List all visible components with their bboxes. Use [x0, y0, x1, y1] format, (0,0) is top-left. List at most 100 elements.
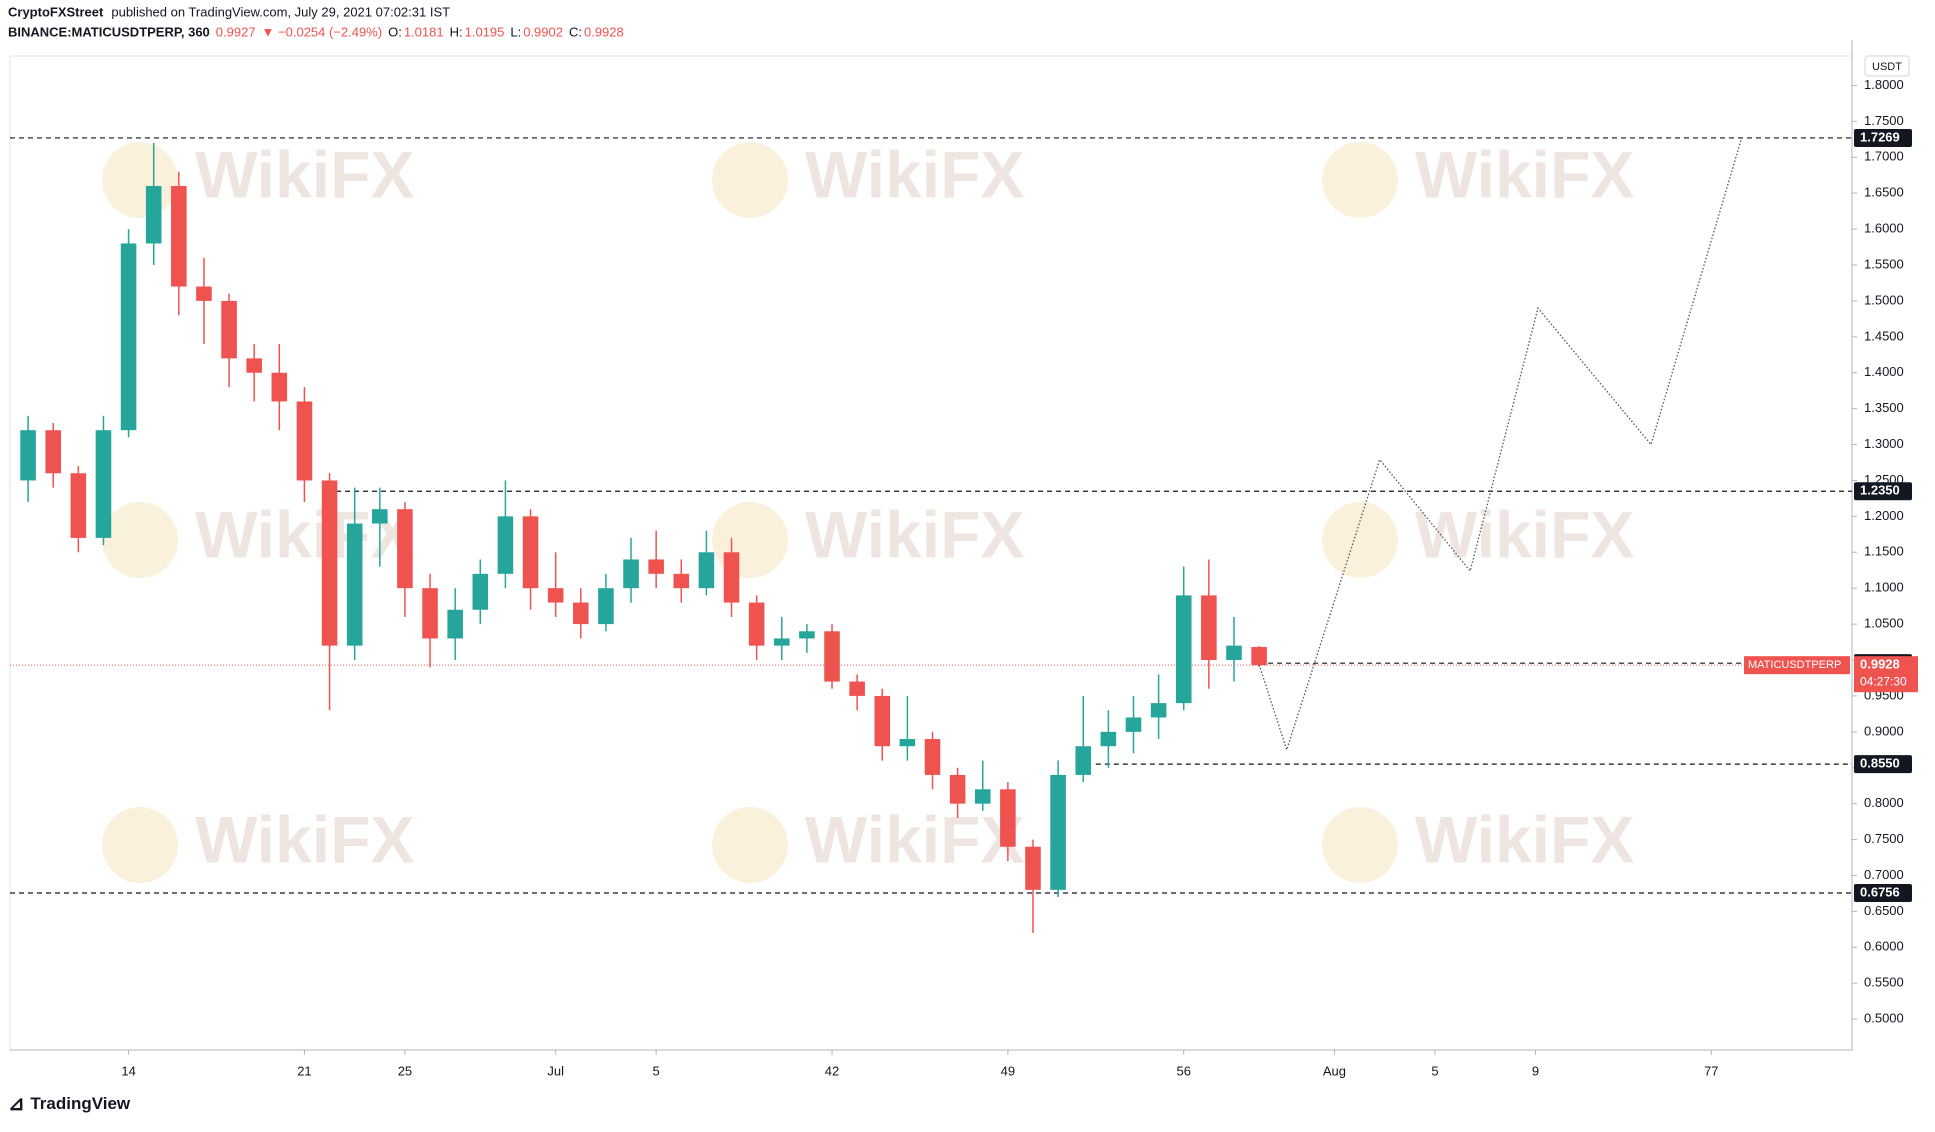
footer-logo: ⊿ TradingView	[8, 1093, 131, 1115]
candle-body	[246, 358, 262, 373]
watermark: WikiFX	[1415, 497, 1634, 571]
price-box	[1854, 656, 1918, 693]
y-tick-label: 0.7500	[1864, 831, 1904, 846]
price-label: 0.9928	[1860, 657, 1900, 672]
candle-body	[95, 430, 112, 538]
x-tick-label: 5	[1431, 1063, 1438, 1078]
candle-body	[698, 552, 715, 589]
y-tick-label: 0.6000	[1864, 939, 1904, 954]
x-tick-label: 5	[653, 1063, 660, 1078]
header-field: C:	[569, 24, 582, 39]
candle-body	[799, 631, 815, 639]
watermark-icon	[712, 142, 788, 218]
candle-body	[1125, 717, 1142, 732]
symbol-box	[1744, 656, 1850, 675]
candle-body	[45, 430, 61, 474]
author: CryptoFXStreet	[8, 4, 104, 19]
watermark-icon	[712, 502, 788, 578]
candle-body	[296, 401, 313, 481]
x-tick-label: 14	[121, 1063, 135, 1078]
candle-body	[1175, 595, 1192, 704]
y-tick-label: 1.3500	[1864, 400, 1904, 415]
y-tick-label: 1.5000	[1864, 292, 1904, 307]
candle-body	[346, 523, 363, 646]
header-field: 1.0181	[404, 24, 444, 39]
level-label-box	[1854, 128, 1912, 147]
candle-body	[70, 473, 87, 538]
candle-body	[598, 588, 614, 625]
candle-body	[522, 516, 539, 589]
footer-text: TradingView	[30, 1094, 131, 1113]
candle-body	[145, 185, 162, 244]
y-tick-label: 1.6000	[1864, 221, 1904, 236]
candle-body	[673, 573, 690, 589]
level-label-box	[1854, 883, 1912, 902]
candle-body	[849, 681, 865, 696]
watermark: WikiFX	[805, 137, 1024, 211]
candle-body	[1251, 647, 1267, 666]
y-tick-label: 1.0500	[1864, 616, 1904, 631]
candle-body	[1100, 731, 1117, 747]
watermark: WikiFX	[805, 802, 1024, 876]
y-tick-label: 1.8000	[1864, 77, 1904, 92]
x-tick-label: Aug	[1323, 1063, 1346, 1078]
candle-body	[874, 695, 891, 747]
x-tick-label: 21	[297, 1063, 311, 1078]
level-label-box	[1854, 755, 1912, 774]
watermark-icon	[1322, 502, 1398, 578]
candle-body	[1000, 789, 1016, 847]
candle-body	[472, 573, 489, 610]
candle-body	[447, 609, 463, 639]
symbol-label: MATICUSDTPERP	[1748, 659, 1841, 671]
candle-body	[120, 243, 137, 431]
y-tick-label: 1.2000	[1864, 508, 1904, 523]
header-field: 0.9902	[523, 24, 563, 39]
x-tick-label: 9	[1532, 1063, 1539, 1078]
y-tick-label: 1.4000	[1864, 364, 1904, 379]
candle-body	[196, 286, 212, 301]
watermark: WikiFX	[1415, 137, 1634, 211]
countdown: 04:27:30	[1860, 674, 1907, 688]
level-label: 1.7269	[1860, 129, 1900, 144]
y-tick-label: 1.4500	[1864, 328, 1904, 343]
header-field: 0.9927	[216, 24, 256, 39]
y-tick-label: 1.1500	[1864, 544, 1904, 559]
candle-body	[1050, 774, 1066, 890]
candle-body	[623, 559, 639, 589]
y-tick-label: 1.7500	[1864, 113, 1904, 128]
x-tick-label: 77	[1704, 1063, 1718, 1078]
candle-body	[221, 300, 237, 359]
y-tick-label: 1.1000	[1864, 580, 1904, 595]
candle-body	[949, 774, 966, 804]
candle-body	[20, 430, 36, 481]
header-field: 0.9928	[584, 24, 624, 39]
y-tick-label: 0.9000	[1864, 723, 1904, 738]
candle-body	[1201, 595, 1217, 661]
candle-body	[271, 372, 288, 402]
header-field: 1.0195	[465, 24, 505, 39]
candle-body	[723, 552, 740, 603]
candle-body	[1075, 746, 1092, 775]
header-field: O:	[388, 24, 402, 39]
y-tick-label: 1.5500	[1864, 256, 1904, 271]
watermark-icon	[102, 807, 178, 883]
candle-body	[773, 638, 790, 646]
candle-body	[1226, 645, 1242, 661]
x-tick-label: 25	[398, 1063, 412, 1078]
currency-box	[1864, 55, 1910, 77]
candle-body	[824, 631, 840, 682]
header-field: BINANCE:MATICUSDTPERP, 360	[8, 24, 210, 39]
candle-body	[547, 588, 564, 603]
candle-body	[321, 480, 338, 646]
candle-body	[974, 789, 991, 804]
watermark: WikiFX	[805, 497, 1024, 571]
candle-body	[1150, 703, 1167, 718]
header-field: ▼ −0.0254 (−2.49%)	[262, 24, 383, 39]
x-tick-label: 42	[825, 1063, 839, 1078]
published: published on TradingView.com, July 29, 2…	[111, 4, 450, 19]
level-label: 0.6756	[1860, 884, 1900, 899]
candle-body	[171, 185, 187, 287]
level-label: 1.2350	[1860, 483, 1900, 498]
level-label: 0.8550	[1860, 756, 1900, 771]
candle-body	[648, 559, 664, 574]
